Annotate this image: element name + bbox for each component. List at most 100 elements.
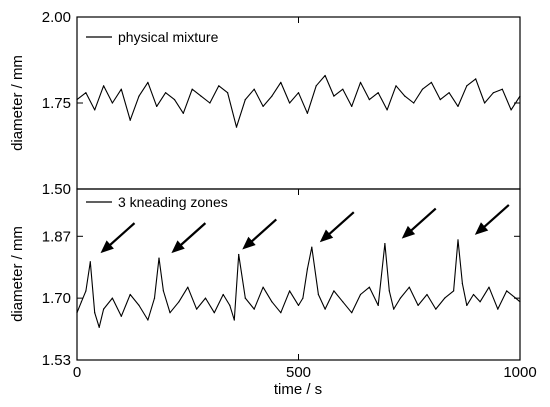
- y-tick-label-bottom-0: 1.53: [42, 352, 71, 369]
- y-tick-label-bottom-1: 1.70: [42, 290, 71, 307]
- x-axis-label: time / s: [274, 381, 322, 398]
- data-point-top-29: [333, 95, 335, 97]
- data-point-top-2: [94, 109, 96, 111]
- data-point-top-39: [421, 88, 424, 90]
- data-point-top-42: [448, 92, 450, 94]
- data-point-top-0: [76, 99, 78, 101]
- panel-top-physical-mixture: 1.50 1.75 2.00 physical mixture diameter /…: [9, 9, 521, 198]
- data-point-top-47: [492, 92, 494, 94]
- legend-label-3-kneading-zones: 3 kneading zones: [118, 194, 228, 210]
- data-point-bottom-54: [461, 283, 463, 285]
- data-point-top-24: [289, 102, 291, 104]
- data-point-top-10: [165, 92, 167, 94]
- data-point-bottom-55: [466, 304, 468, 306]
- x-tick-label-0: 0: [73, 364, 81, 381]
- data-point-top-34: [377, 92, 379, 94]
- panel-bottom-series: [76, 239, 521, 328]
- data-point-top-3: [103, 85, 105, 87]
- data-point-bottom-60: [506, 290, 508, 292]
- data-point-bottom-19: [204, 297, 207, 299]
- data-point-top-14: [200, 95, 202, 97]
- data-point-top-4: [111, 102, 113, 104]
- data-point-bottom-20: [213, 312, 215, 314]
- data-point-bottom-24: [238, 253, 240, 256]
- data-point-top-1: [85, 92, 87, 94]
- data-point-bottom-30: [289, 290, 291, 292]
- data-point-top-13: [191, 88, 193, 90]
- arrow-head-0: [100, 240, 114, 254]
- data-point-bottom-43: [384, 243, 386, 245]
- data-point-top-30: [342, 88, 344, 90]
- data-point-top-43: [457, 105, 459, 107]
- data-point-top-50: [519, 95, 521, 97]
- data-point-bottom-52: [453, 290, 455, 292]
- data-point-bottom-50: [435, 308, 437, 310]
- arrow-head-1: [171, 240, 185, 254]
- data-point-bottom-21: [222, 293, 224, 296]
- data-point-bottom-62: [519, 301, 521, 303]
- data-point-top-11: [173, 99, 176, 101]
- arrow-shaft-5: [480, 204, 510, 231]
- data-point-bottom-61: [515, 297, 517, 299]
- arrow-head-5: [474, 222, 489, 235]
- data-point-top-8: [147, 81, 149, 83]
- panel-bottom-y-axis-label: diameter / mm: [9, 226, 26, 322]
- panel-top-series: [76, 74, 521, 128]
- data-point-top-9: [156, 105, 158, 107]
- arrow-shaft-3: [325, 211, 355, 239]
- panel-top-legend: physical mixture: [86, 29, 219, 45]
- data-point-bottom-13: [158, 257, 160, 259]
- data-point-bottom-25: [244, 297, 246, 299]
- data-point-bottom-58: [488, 286, 490, 288]
- data-point-bottom-44: [388, 290, 390, 292]
- data-point-bottom-45: [393, 308, 395, 310]
- data-point-bottom-35: [317, 293, 319, 296]
- data-point-bottom-7: [111, 297, 113, 299]
- y-tick-label-top-2: 2.00: [42, 9, 71, 26]
- x-tick-label-2: 1000: [503, 364, 536, 381]
- data-point-bottom-28: [271, 301, 273, 303]
- data-point-top-36: [395, 85, 397, 87]
- data-point-bottom-57: [479, 301, 481, 303]
- data-point-top-15: [209, 102, 211, 104]
- data-point-top-35: [386, 109, 388, 111]
- data-point-top-18: [235, 126, 238, 128]
- data-point-top-28: [324, 74, 326, 77]
- data-point-bottom-5: [98, 326, 100, 328]
- data-point-top-19: [244, 99, 246, 101]
- data-point-top-27: [315, 85, 317, 87]
- data-point-top-38: [413, 102, 415, 104]
- y-tick-label-bottom-2: 1.87: [42, 228, 71, 245]
- data-point-bottom-32: [302, 297, 304, 299]
- data-point-bottom-16: [178, 301, 180, 303]
- data-point-top-31: [351, 105, 353, 107]
- data-point-top-37: [404, 95, 406, 97]
- series-line-bottom-0: [76, 239, 521, 328]
- data-point-bottom-48: [417, 304, 419, 306]
- data-point-bottom-9: [129, 293, 131, 296]
- data-point-top-49: [510, 109, 512, 111]
- data-point-bottom-59: [497, 308, 499, 310]
- data-point-top-16: [218, 85, 220, 87]
- panel-top-y-axis-label: diameter / mm: [9, 55, 26, 151]
- arrow-head-4: [401, 225, 416, 239]
- panel-bottom-legend: 3 kneading zones: [86, 194, 228, 210]
- data-point-top-23: [280, 81, 282, 83]
- panel-bottom-frame: [76, 188, 521, 361]
- data-point-bottom-40: [359, 293, 362, 296]
- data-point-top-5: [120, 88, 122, 90]
- arrow-head-3: [319, 229, 334, 243]
- data-point-top-33: [368, 99, 370, 101]
- data-point-top-40: [430, 81, 432, 83]
- data-point-bottom-12: [153, 297, 156, 299]
- data-point-top-22: [271, 95, 273, 97]
- data-point-top-21: [262, 105, 264, 107]
- data-point-top-17: [227, 92, 229, 94]
- data-point-bottom-8: [120, 315, 122, 317]
- data-point-top-6: [129, 119, 131, 121]
- data-point-bottom-2: [85, 290, 87, 292]
- data-point-bottom-41: [368, 286, 370, 288]
- data-point-bottom-1: [80, 301, 82, 303]
- series-line-top-0: [76, 74, 521, 128]
- arrow-head-2: [242, 236, 256, 250]
